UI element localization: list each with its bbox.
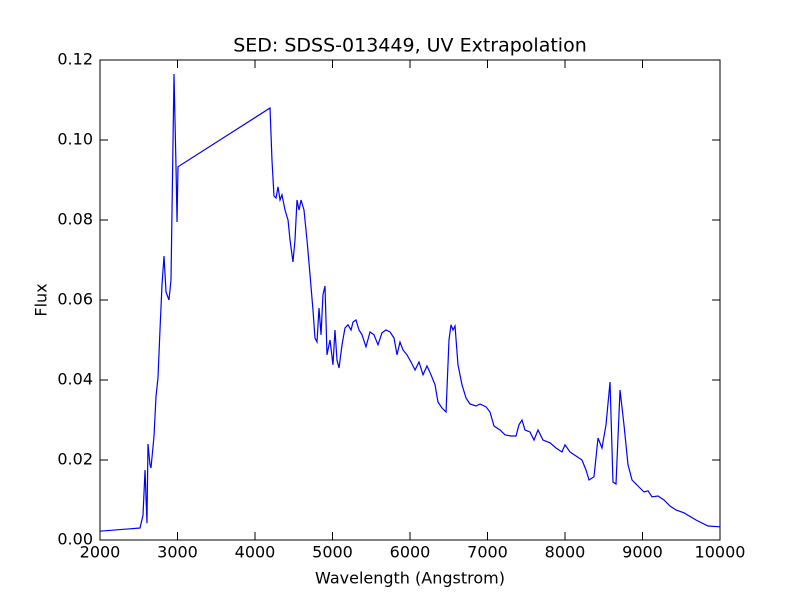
x-tick-label: 5000 xyxy=(312,543,353,562)
y-tick-label: 0.06 xyxy=(57,290,93,309)
y-tick-label: 0.08 xyxy=(57,210,93,229)
y-axis-label: Flux xyxy=(32,283,51,316)
x-tick-label: 3000 xyxy=(157,543,198,562)
x-tick-label: 10000 xyxy=(695,543,746,562)
y-tick-label: 0.02 xyxy=(57,450,93,469)
x-tick-label: 4000 xyxy=(235,543,276,562)
y-tick-label: 0.04 xyxy=(57,370,93,389)
y-tick-label: 0.00 xyxy=(57,530,93,549)
y-tick-label: 0.12 xyxy=(57,50,93,69)
x-tick-label: 7000 xyxy=(467,543,508,562)
data-line xyxy=(99,73,721,532)
plot-frame xyxy=(99,59,721,541)
x-tick-label: 2000 xyxy=(80,543,121,562)
chart-title: SED: SDSS-013449, UV Extrapolation xyxy=(233,35,587,57)
y-tick-label: 0.10 xyxy=(57,130,93,149)
x-tick-label: 8000 xyxy=(545,543,586,562)
x-tick-label: 6000 xyxy=(390,543,431,562)
x-tick-label: 9000 xyxy=(622,543,663,562)
x-axis-label: Wavelength (Angstrom) xyxy=(315,569,505,588)
